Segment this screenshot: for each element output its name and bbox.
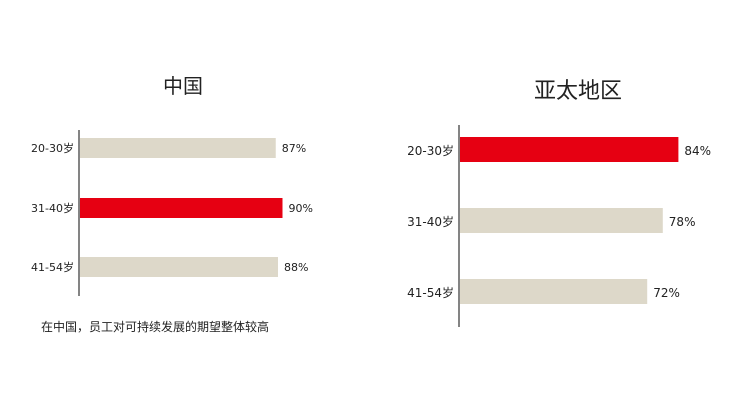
apac-bar [460,137,679,162]
apac-chart: 亚太地区 20-30岁 84% 31-40岁 78% 41-54岁 72% [407,79,711,327]
apac-bar [460,208,663,233]
china-value-label: 90% [289,202,313,215]
apac-chart-title: 亚太地区 [534,79,622,104]
apac-tick-label: 31-40岁 [407,214,454,229]
china-caption: 在中国，员工对可持续发展的期望整体较高 [41,319,269,334]
china-bar [80,198,283,218]
china-tick-label: 41-54岁 [31,260,74,274]
apac-value-label: 72% [653,286,680,300]
apac-tick-label: 41-54岁 [407,285,454,300]
apac-bar [460,279,648,304]
apac-tick-label: 20-30岁 [407,143,454,158]
apac-value-label: 78% [669,215,696,229]
china-bar [80,257,278,277]
china-bar [80,138,276,158]
china-tick-label: 31-40岁 [31,201,74,215]
china-value-label: 87% [282,142,306,155]
china-chart-title: 中国 [163,74,203,98]
china-chart: 中国 20-30岁 87% 31-40岁 90% 41-54岁 88% 在中国，… [31,74,313,334]
china-tick-label: 20-30岁 [31,141,74,155]
apac-value-label: 84% [684,144,711,158]
china-value-label: 88% [284,261,308,274]
